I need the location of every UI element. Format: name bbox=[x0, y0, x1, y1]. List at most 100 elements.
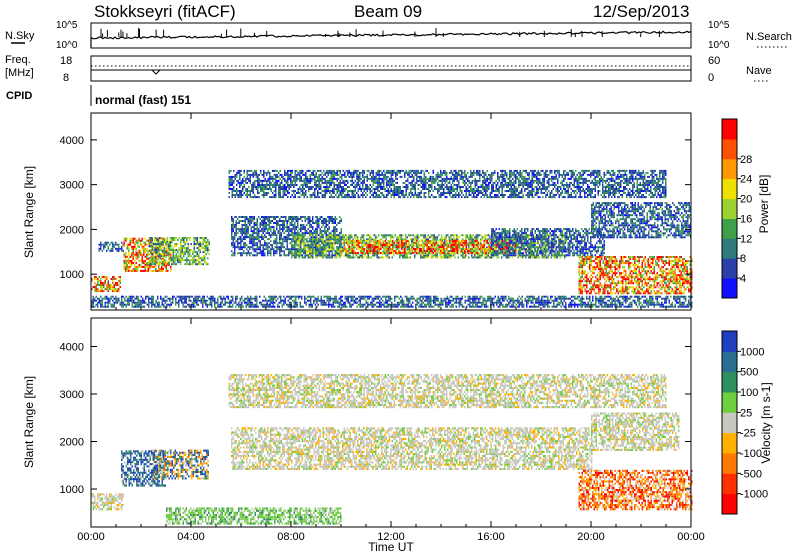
heatmap-cell bbox=[171, 259, 173, 262]
heatmap-cell bbox=[366, 234, 368, 237]
heatmap-cell bbox=[435, 256, 437, 259]
heatmap-cell bbox=[294, 242, 296, 245]
heatmap-cell bbox=[465, 248, 467, 250]
heatmap-cell bbox=[125, 237, 127, 240]
heatmap-cell bbox=[304, 230, 306, 233]
heatmap-cell bbox=[366, 252, 368, 254]
heatmap-cell bbox=[141, 259, 143, 262]
heatmap-cell bbox=[310, 230, 312, 233]
heatmap-cell bbox=[556, 250, 558, 253]
heatmap-cell bbox=[495, 248, 497, 250]
heatmap-cell bbox=[594, 250, 596, 253]
heatmap-cell bbox=[442, 256, 444, 259]
heatmap-cell bbox=[301, 238, 303, 241]
heatmap-cell bbox=[186, 259, 188, 262]
heatmap-cell bbox=[123, 245, 125, 248]
heatmap-cell bbox=[594, 248, 596, 251]
heatmap-cell bbox=[306, 250, 308, 253]
heatmap-cell bbox=[256, 244, 258, 247]
heatmap-cell bbox=[505, 256, 507, 259]
heatmap-cell bbox=[401, 244, 403, 246]
heatmap-cell bbox=[385, 254, 387, 257]
heatmap-cell bbox=[584, 252, 586, 255]
heatmap-cell bbox=[115, 243, 117, 246]
heatmap-cell bbox=[399, 250, 401, 253]
heatmap-cell bbox=[513, 244, 515, 246]
heatmap-cell bbox=[339, 220, 341, 222]
heatmap-cell bbox=[424, 256, 426, 259]
heatmap-cell bbox=[600, 228, 602, 231]
heatmap-cell bbox=[184, 253, 186, 256]
heatmap-cell bbox=[524, 240, 526, 243]
heatmap-cell bbox=[160, 243, 162, 246]
heatmap-cell bbox=[208, 243, 210, 246]
heatmap-cell bbox=[322, 242, 324, 245]
heatmap-cell bbox=[101, 286, 103, 288]
heatmap-cell bbox=[261, 230, 263, 233]
heatmap-cell bbox=[131, 247, 133, 250]
heatmap-cell bbox=[432, 236, 434, 239]
heatmap-cell bbox=[352, 244, 354, 247]
heatmap-cell bbox=[487, 254, 489, 257]
heatmap-cell bbox=[588, 248, 590, 251]
heatmap-cell bbox=[253, 222, 255, 224]
heatmap-cell bbox=[522, 246, 524, 249]
heatmap-cell bbox=[430, 248, 432, 251]
heatmap-cell bbox=[289, 218, 291, 220]
heatmap-cell bbox=[289, 242, 291, 245]
heatmap-cell bbox=[162, 263, 164, 266]
heatmap-cell bbox=[454, 252, 456, 255]
heatmap-cell bbox=[426, 239, 428, 242]
heatmap-cell bbox=[606, 210, 608, 213]
heatmap-cell bbox=[184, 259, 186, 262]
heatmap-cell bbox=[312, 218, 314, 220]
heatmap-cell bbox=[405, 256, 407, 259]
heatmap-cell bbox=[396, 241, 398, 244]
heatmap-cell bbox=[157, 245, 159, 248]
heatmap-cell bbox=[359, 239, 361, 242]
heatmap-cell bbox=[585, 232, 587, 235]
heatmap-cell bbox=[561, 234, 563, 237]
heatmap-cell bbox=[475, 234, 477, 237]
heatmap-cell bbox=[384, 244, 386, 246]
heatmap-cell bbox=[367, 252, 369, 255]
heatmap-cell bbox=[370, 256, 372, 259]
heatmap-cell bbox=[150, 261, 152, 264]
heatmap-cell bbox=[135, 247, 137, 250]
heatmap-cell bbox=[569, 234, 571, 237]
heatmap-cell bbox=[396, 248, 398, 250]
heatmap-cell bbox=[625, 236, 627, 239]
heatmap-cell bbox=[309, 240, 311, 243]
heatmap-cell bbox=[262, 218, 264, 220]
heatmap-cell bbox=[356, 241, 358, 244]
heatmap-cell bbox=[318, 250, 320, 253]
heatmap-cell bbox=[340, 220, 342, 222]
heatmap-cell bbox=[543, 230, 545, 233]
heatmap-cell bbox=[564, 238, 566, 241]
heatmap-cell bbox=[554, 254, 556, 257]
heatmap-cell bbox=[594, 236, 596, 239]
heatmap-cell bbox=[564, 232, 566, 235]
heatmap-cell bbox=[340, 246, 342, 249]
heatmap-cell bbox=[426, 252, 428, 255]
heatmap-cell bbox=[374, 244, 376, 246]
heatmap-cell bbox=[573, 232, 575, 235]
heatmap-cell bbox=[382, 234, 384, 237]
heatmap-cell bbox=[172, 263, 174, 266]
heatmap-cell bbox=[483, 242, 485, 245]
heatmap-cell bbox=[336, 228, 338, 231]
heatmap-cell bbox=[385, 234, 387, 237]
heatmap-cell bbox=[360, 241, 362, 244]
heatmap-cell bbox=[438, 252, 440, 254]
heatmap-cell bbox=[477, 234, 479, 237]
heatmap-cell bbox=[366, 242, 368, 245]
heatmap-cell bbox=[371, 239, 373, 242]
heatmap-cell bbox=[297, 222, 299, 224]
heatmap-cell bbox=[531, 232, 533, 235]
heatmap-cell bbox=[264, 228, 266, 231]
heatmap-cell bbox=[273, 226, 275, 229]
heatmap-cell bbox=[621, 206, 623, 209]
heatmap-cell bbox=[387, 254, 389, 257]
heatmap-cell bbox=[554, 234, 556, 237]
heatmap-cell bbox=[334, 240, 336, 243]
